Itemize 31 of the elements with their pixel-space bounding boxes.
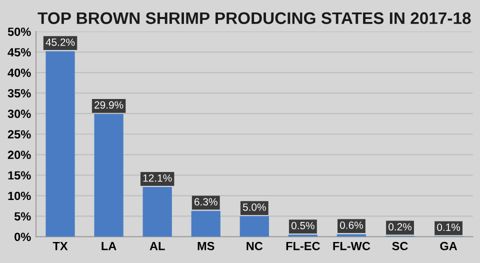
- data-label: 0.1%: [437, 224, 460, 231]
- y-tick-label: 45%: [8, 48, 31, 56]
- y-tick-label: 10%: [8, 192, 31, 200]
- y-tick-label: 5%: [14, 212, 31, 221]
- x-tick-label: AL: [150, 242, 165, 250]
- data-label: 5.0%: [242, 203, 266, 211]
- x-tick-label: SC: [392, 242, 408, 250]
- y-tick-label: 40%: [8, 68, 31, 77]
- y-tick-label: 50%: [8, 28, 31, 36]
- data-label: 45.2%: [46, 38, 75, 46]
- x-tick-label: GA: [440, 242, 458, 250]
- x-tick-label: TX: [52, 242, 68, 250]
- chart-title: TOP BROWN SHRIMP PRODUCING STATES IN 2017-18: [38, 12, 471, 24]
- y-tick-label: 30%: [8, 110, 31, 118]
- data-label: 0.6%: [340, 222, 363, 229]
- data-label: 29.9%: [94, 101, 124, 109]
- x-tick-label: MS: [198, 242, 214, 250]
- data-label: 0.5%: [291, 222, 314, 230]
- data-label: 6.3%: [194, 198, 218, 206]
- y-tick-label: 15%: [8, 171, 31, 180]
- y-tick-label: 20%: [8, 150, 31, 160]
- bar: [336, 234, 366, 237]
- data-label: 0.2%: [388, 223, 412, 231]
- data-label: 12.1%: [143, 174, 172, 182]
- x-tick-label: FL-EC: [286, 242, 320, 250]
- y-tick-label: 35%: [8, 89, 31, 98]
- y-tick-label: 25%: [8, 130, 31, 139]
- y-tick-label: 0%: [14, 232, 31, 242]
- x-tick-label: NC: [246, 242, 263, 250]
- x-tick-label: LA: [102, 242, 116, 250]
- x-tick-label: FL-WC: [333, 242, 370, 250]
